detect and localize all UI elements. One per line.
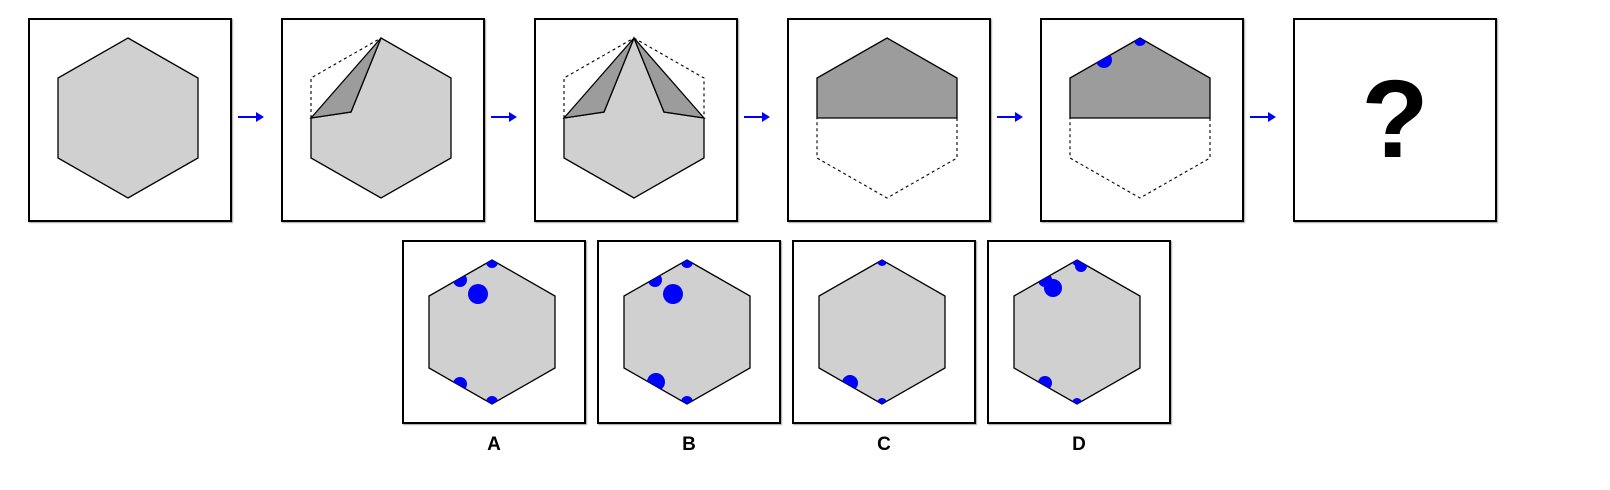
punch-hole (877, 398, 887, 404)
punch-hole (1044, 279, 1062, 297)
option-b-label[interactable]: B (682, 434, 696, 455)
sequence-panel-2 (281, 18, 485, 222)
punch-hole (877, 260, 887, 266)
option-a-label[interactable]: A (487, 434, 501, 455)
fold-both-figure (562, 36, 706, 199)
sequence-panel-5 (1040, 18, 1244, 222)
hexagon-figure (57, 37, 199, 199)
sequence-panel-4 (787, 18, 991, 222)
fold-origin-outline-right (633, 37, 705, 118)
sequence-panel-6: ? (1293, 18, 1497, 222)
punch-hole (468, 284, 488, 304)
question-mark: ? (1361, 58, 1429, 181)
punch-hole (663, 284, 683, 304)
option-c-panel[interactable] (792, 240, 976, 424)
punch-hole (1072, 398, 1082, 404)
hexagon-shape (818, 259, 946, 405)
punch-hole (486, 260, 498, 268)
punch-hole (681, 396, 693, 404)
sequence-panel-1 (28, 18, 232, 222)
hexagon-shape (623, 259, 751, 405)
fold-origin-outline (1069, 118, 1211, 199)
fold-origin-outline-left (563, 37, 635, 118)
right-arrow-icon (996, 110, 1024, 124)
punch-hole (1134, 38, 1146, 46)
punch-hole (1096, 52, 1112, 68)
option-d-label[interactable]: D (1072, 434, 1086, 455)
option-c-figure (818, 259, 946, 405)
hexagon-shape (428, 259, 556, 405)
right-arrow-icon (490, 110, 518, 124)
punch-hole (681, 260, 693, 268)
right-arrow-icon (743, 110, 771, 124)
sequence-panel-3 (534, 18, 738, 222)
option-d-figure (1013, 259, 1141, 405)
fold-origin-outline (816, 118, 958, 199)
right-arrow-icon (1249, 110, 1277, 124)
punch-hole (486, 396, 498, 404)
hexagon-shape (1013, 259, 1141, 405)
option-c-label[interactable]: C (877, 434, 891, 455)
option-b-figure (623, 259, 751, 405)
folded-flap (309, 37, 382, 119)
folded-flap-right (633, 37, 706, 119)
option-a-panel[interactable] (402, 240, 586, 424)
folded-half (816, 37, 958, 119)
option-b-panel[interactable] (597, 240, 781, 424)
option-d-panel[interactable] (987, 240, 1171, 424)
right-arrow-icon (237, 110, 265, 124)
hexagon-shape (310, 37, 452, 199)
fold-half-figure (816, 37, 958, 199)
folded-flap-left (562, 37, 635, 119)
folded-half (1069, 37, 1211, 119)
punch-figure (1069, 37, 1211, 199)
fold-origin-outline (310, 37, 382, 118)
hexagon-shape (563, 36, 705, 199)
option-a-figure (428, 259, 556, 405)
fold-left-figure (309, 37, 452, 199)
punch-hole (647, 373, 665, 391)
hexagon-shape (57, 37, 199, 199)
